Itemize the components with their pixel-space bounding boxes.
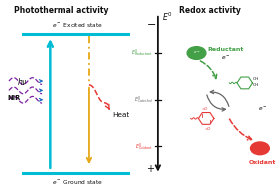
Text: NIR: NIR — [8, 95, 21, 101]
Text: Redox activity: Redox activity — [179, 6, 241, 15]
Circle shape — [251, 142, 269, 155]
Text: $e^-$: $e^-$ — [258, 105, 267, 113]
Text: Photothermal activity: Photothermal activity — [14, 6, 109, 15]
Text: OH: OH — [253, 77, 259, 81]
Text: $e^-$ Excited state: $e^-$ Excited state — [52, 21, 104, 29]
Text: $e^-$: $e^-$ — [221, 54, 230, 62]
Text: $E^0_{\rm Reductant}$: $E^0_{\rm Reductant}$ — [131, 48, 153, 58]
Text: =O: =O — [202, 107, 208, 111]
Text: $e^-$: $e^-$ — [193, 50, 200, 57]
Text: $E^0$: $E^0$ — [162, 11, 173, 23]
Text: $h\nu$: $h\nu$ — [17, 76, 28, 87]
Text: OH: OH — [253, 83, 259, 87]
Text: $+$: $+$ — [146, 163, 155, 174]
Text: $-$: $-$ — [146, 18, 156, 28]
Text: Reductant: Reductant — [207, 47, 244, 52]
Text: Oxidant: Oxidant — [249, 160, 276, 165]
Text: Heat: Heat — [112, 112, 129, 118]
Text: $e^-$ Ground state: $e^-$ Ground state — [52, 178, 104, 186]
Text: $E^0_{\rm Oxidant}$: $E^0_{\rm Oxidant}$ — [135, 141, 153, 152]
Circle shape — [187, 47, 206, 59]
Text: $E^0_{\rm Catechol}$: $E^0_{\rm Catechol}$ — [134, 94, 153, 105]
Text: =O: =O — [204, 127, 211, 131]
